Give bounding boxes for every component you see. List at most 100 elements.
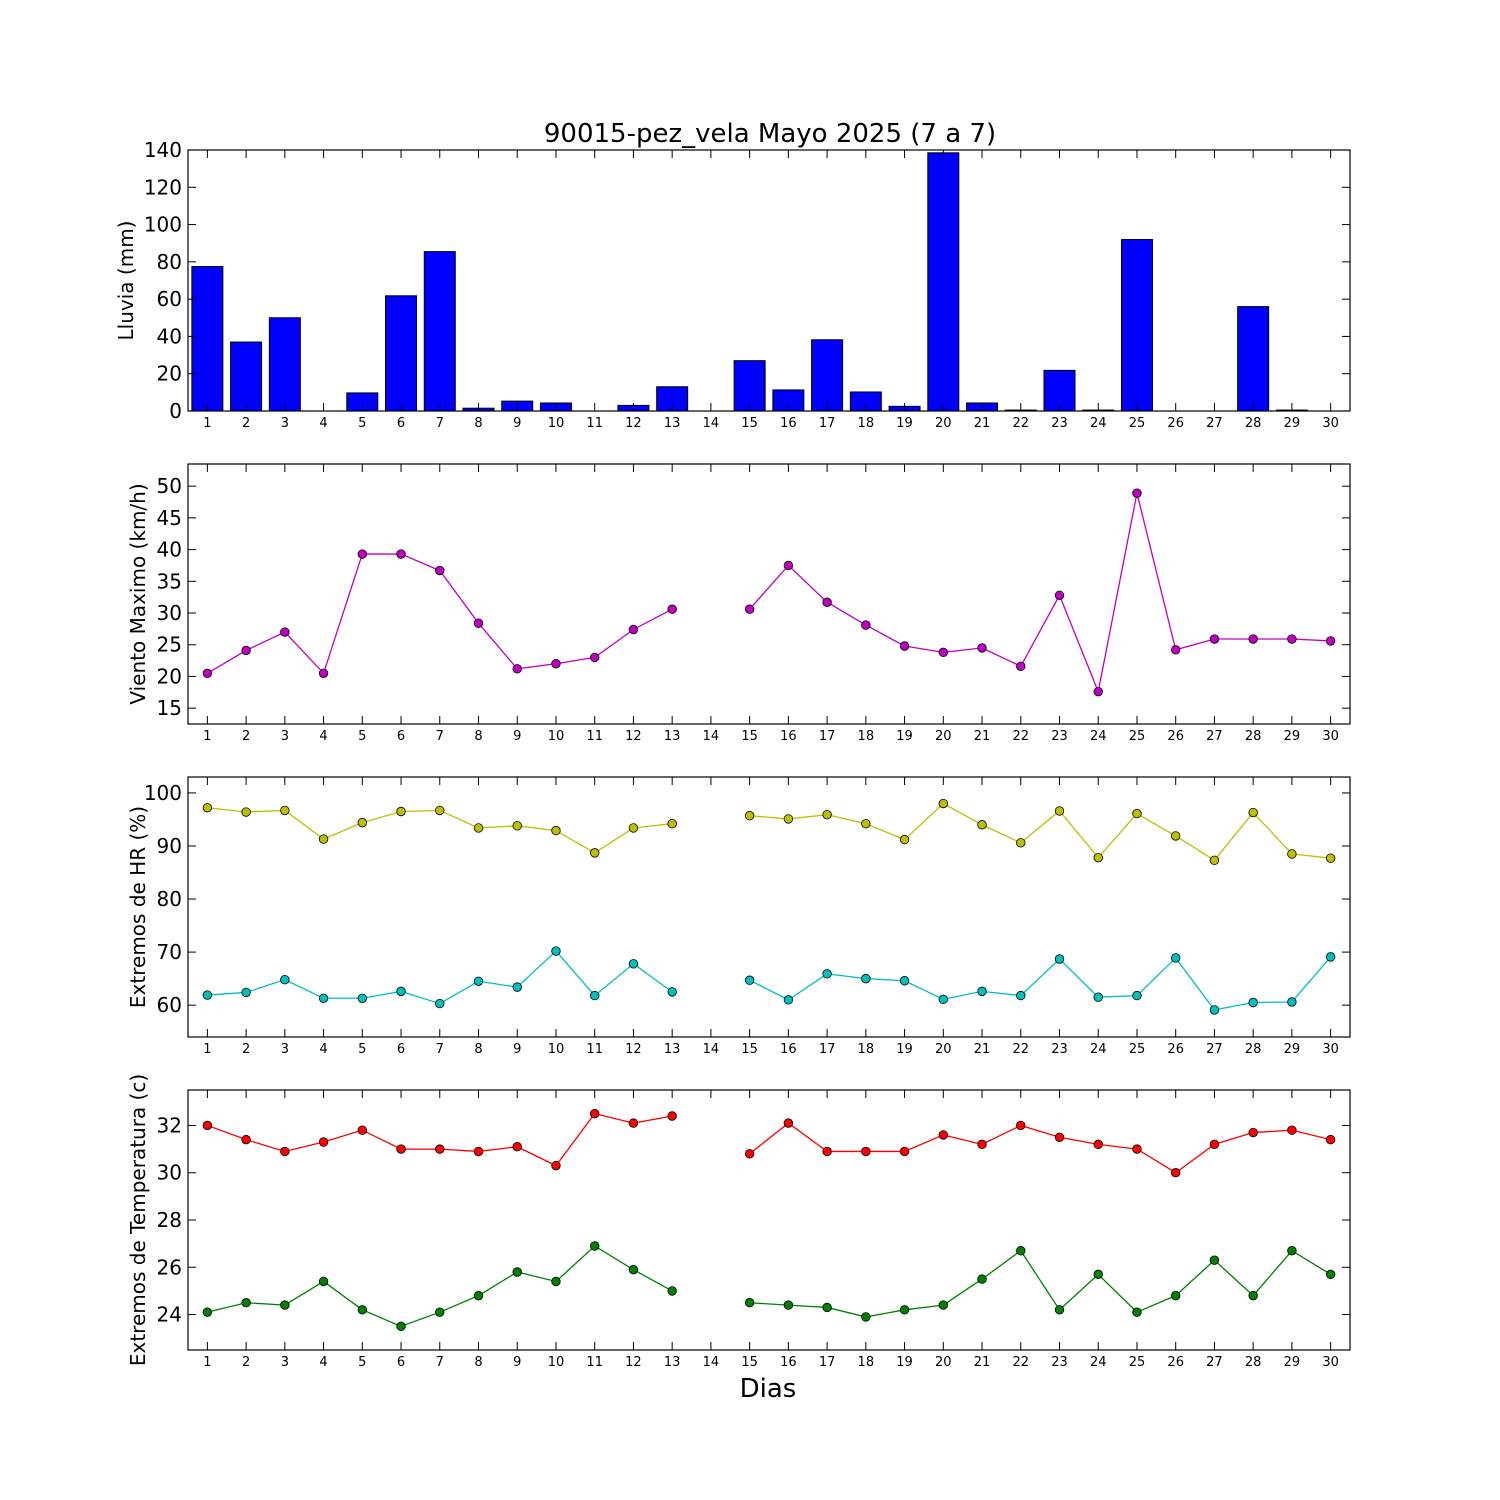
x-tick-label: 1 bbox=[203, 1355, 211, 1370]
x-tick-label: 3 bbox=[281, 1355, 289, 1370]
x-tick-label: 9 bbox=[513, 1355, 521, 1370]
data-point bbox=[318, 1137, 329, 1147]
data-point bbox=[667, 1111, 677, 1121]
data-point bbox=[667, 604, 677, 614]
plot-area bbox=[188, 464, 1350, 724]
x-tick-label: 29 bbox=[1284, 416, 1301, 431]
data-point bbox=[628, 823, 639, 833]
data-point bbox=[1248, 1290, 1258, 1301]
data-point bbox=[938, 1300, 949, 1310]
data-point bbox=[783, 560, 794, 571]
x-tick-label: 18 bbox=[858, 1355, 875, 1370]
x-tick-label: 9 bbox=[513, 416, 521, 431]
x-tick-label: 1 bbox=[203, 729, 211, 744]
x-tick-label: 14 bbox=[703, 1042, 720, 1057]
data-point bbox=[1170, 831, 1181, 841]
data-point bbox=[590, 1241, 600, 1251]
data-point bbox=[783, 1118, 794, 1128]
data-point bbox=[783, 995, 794, 1005]
data-point bbox=[1093, 1139, 1103, 1150]
x-tick-label: 13 bbox=[664, 1042, 681, 1057]
x-tick-label: 17 bbox=[819, 1042, 836, 1057]
data-point bbox=[628, 624, 639, 635]
x-tick-label: 8 bbox=[474, 729, 482, 744]
data-point bbox=[241, 1298, 251, 1308]
x-tick-label: 9 bbox=[513, 1042, 521, 1057]
data-point bbox=[1209, 1255, 1220, 1265]
x-tick-label: 20 bbox=[935, 1355, 952, 1370]
x-tick-label: 20 bbox=[935, 1042, 952, 1057]
data-point bbox=[1016, 990, 1026, 1001]
data-point bbox=[202, 1307, 213, 1317]
x-tick-label: 21 bbox=[974, 1355, 991, 1370]
x-tick-label: 8 bbox=[474, 1042, 482, 1057]
data-point bbox=[1016, 1120, 1026, 1131]
y-tick-label: 30 bbox=[157, 601, 182, 625]
y-axis-label: Extremos de HR (%) bbox=[126, 806, 150, 1008]
x-tick-label: 16 bbox=[780, 1042, 797, 1057]
data-point bbox=[1170, 1290, 1181, 1301]
data-point bbox=[1209, 1005, 1220, 1015]
data-point bbox=[473, 1146, 484, 1157]
data-point bbox=[1209, 1139, 1220, 1150]
x-tick-label: 15 bbox=[741, 1042, 758, 1057]
x-tick-label: 10 bbox=[548, 729, 565, 744]
y-axis-label: Lluvia (mm) bbox=[114, 221, 138, 341]
x-tick-label: 7 bbox=[436, 416, 444, 431]
x-tick-label: 10 bbox=[548, 1042, 565, 1057]
x-tick-label: 22 bbox=[1012, 416, 1029, 431]
data-point bbox=[473, 1290, 484, 1301]
y-tick-label: 28 bbox=[157, 1208, 182, 1232]
x-tick-label: 24 bbox=[1090, 1042, 1107, 1057]
x-tick-label: 7 bbox=[436, 1042, 444, 1057]
data-point bbox=[1054, 954, 1065, 964]
data-point bbox=[667, 818, 677, 829]
x-tick-label: 4 bbox=[319, 1355, 327, 1370]
data-point bbox=[899, 1305, 910, 1315]
x-tick-label: 11 bbox=[586, 1355, 603, 1370]
data-point bbox=[938, 798, 949, 809]
y-tick-label: 0 bbox=[169, 399, 182, 423]
y-tick-label: 50 bbox=[157, 474, 182, 498]
data-point bbox=[1325, 853, 1336, 863]
x-tick-label: 25 bbox=[1129, 416, 1146, 431]
x-tick-label: 5 bbox=[358, 416, 366, 431]
x-tick-label: 15 bbox=[741, 1355, 758, 1370]
data-point bbox=[1170, 1168, 1181, 1178]
data-point bbox=[590, 990, 600, 1001]
bar bbox=[423, 251, 456, 412]
x-tick-label: 24 bbox=[1090, 416, 1107, 431]
y-tick-label: 80 bbox=[157, 887, 182, 911]
data-point bbox=[590, 848, 600, 858]
x-tick-label: 8 bbox=[474, 1355, 482, 1370]
x-tick-label: 24 bbox=[1090, 1355, 1107, 1370]
data-point bbox=[1209, 634, 1220, 644]
bar bbox=[385, 295, 418, 412]
data-point bbox=[435, 565, 445, 576]
plot-area bbox=[188, 150, 1350, 411]
x-tick-label: 20 bbox=[935, 416, 952, 431]
x-tick-label: 8 bbox=[474, 416, 482, 431]
x-tick-label: 22 bbox=[1012, 729, 1029, 744]
data-point bbox=[512, 664, 522, 674]
y-tick-label: 100 bbox=[144, 213, 182, 237]
data-point bbox=[357, 1305, 368, 1315]
data-point bbox=[1325, 1134, 1336, 1145]
x-tick-label: 6 bbox=[397, 1355, 405, 1370]
data-point bbox=[357, 993, 368, 1003]
data-point bbox=[861, 1146, 871, 1157]
x-tick-label: 13 bbox=[664, 416, 681, 431]
x-tick-label: 30 bbox=[1322, 416, 1339, 431]
data-point bbox=[744, 604, 755, 614]
x-axis-label: Dias bbox=[740, 1374, 797, 1404]
bar bbox=[268, 317, 301, 412]
data-point bbox=[977, 1274, 987, 1284]
data-point bbox=[1287, 1125, 1297, 1135]
x-tick-label: 29 bbox=[1284, 729, 1301, 744]
y-tick-label: 90 bbox=[157, 834, 182, 858]
data-point bbox=[1170, 645, 1181, 655]
data-point bbox=[280, 974, 290, 985]
x-tick-label: 11 bbox=[586, 416, 603, 431]
data-point bbox=[822, 809, 832, 820]
